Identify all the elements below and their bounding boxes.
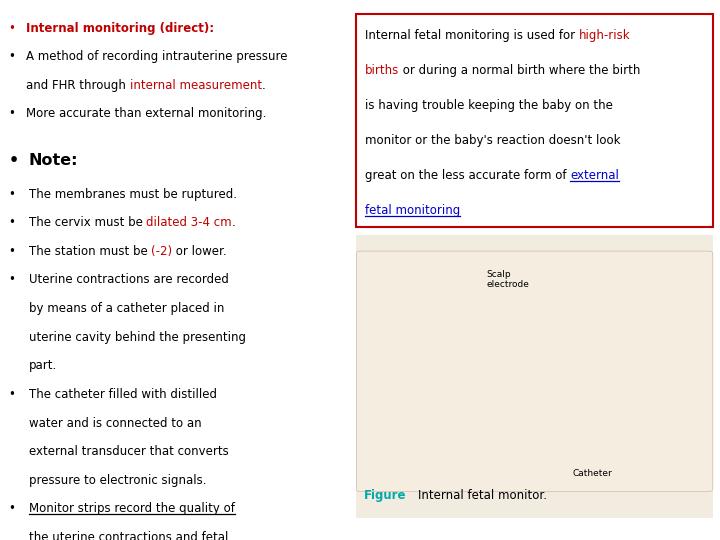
Text: water and is connected to an: water and is connected to an: [29, 416, 202, 429]
Text: or during a normal birth where the birth: or during a normal birth where the birth: [400, 64, 641, 77]
Text: •: •: [9, 216, 16, 229]
Text: •: •: [9, 153, 19, 168]
Text: or lower.: or lower.: [172, 245, 227, 258]
Text: is having trouble keeping the baby on the: is having trouble keeping the baby on th…: [365, 99, 613, 112]
Text: births: births: [365, 64, 400, 77]
Text: dilated 3-4 cm: dilated 3-4 cm: [146, 216, 232, 229]
FancyBboxPatch shape: [356, 235, 713, 518]
Text: external transducer that converts: external transducer that converts: [29, 445, 228, 458]
Text: The membranes must be ruptured.: The membranes must be ruptured.: [29, 187, 237, 200]
Text: A method of recording intrauterine pressure: A method of recording intrauterine press…: [26, 50, 287, 63]
Text: the uterine contractions and fetal: the uterine contractions and fetal: [29, 531, 228, 540]
Text: The cervix must be: The cervix must be: [29, 216, 146, 229]
Text: monitor or the baby's reaction doesn't look: monitor or the baby's reaction doesn't l…: [365, 134, 621, 147]
Text: The station must be: The station must be: [29, 245, 151, 258]
Text: Internal fetal monitoring is used for: Internal fetal monitoring is used for: [365, 29, 579, 42]
Text: •: •: [9, 50, 16, 63]
Text: Figure: Figure: [364, 489, 406, 502]
Text: internal measurement: internal measurement: [130, 79, 261, 92]
Text: by means of a catheter placed in: by means of a catheter placed in: [29, 302, 224, 315]
FancyBboxPatch shape: [356, 14, 713, 227]
Text: Scalp
electrode: Scalp electrode: [486, 270, 529, 289]
FancyBboxPatch shape: [356, 251, 713, 491]
Text: Monitor strips record the quality of: Monitor strips record the quality of: [29, 502, 235, 515]
Text: uterine cavity behind the presenting: uterine cavity behind the presenting: [29, 330, 246, 343]
Text: Note:: Note:: [29, 153, 78, 168]
Text: Internal monitoring (direct):: Internal monitoring (direct):: [26, 22, 214, 35]
Text: external: external: [570, 169, 619, 182]
Text: and FHR through: and FHR through: [26, 79, 130, 92]
Text: Internal fetal monitor.: Internal fetal monitor.: [418, 489, 546, 502]
Text: •: •: [9, 273, 16, 286]
Text: More accurate than external monitoring.: More accurate than external monitoring.: [26, 107, 266, 120]
Text: Catheter: Catheter: [572, 469, 612, 478]
Text: •: •: [9, 22, 16, 35]
Text: (-2): (-2): [151, 245, 172, 258]
Text: great on the less accurate form of: great on the less accurate form of: [365, 169, 570, 182]
Text: •: •: [9, 245, 16, 258]
Text: Uterine contractions are recorded: Uterine contractions are recorded: [29, 273, 229, 286]
Text: The catheter filled with distilled: The catheter filled with distilled: [29, 388, 217, 401]
Text: high-risk: high-risk: [579, 29, 631, 42]
Text: •: •: [9, 502, 16, 515]
Text: •: •: [9, 187, 16, 200]
Text: part.: part.: [29, 359, 57, 372]
Text: fetal monitoring: fetal monitoring: [365, 204, 460, 217]
Text: pressure to electronic signals.: pressure to electronic signals.: [29, 474, 207, 487]
Text: •: •: [9, 388, 16, 401]
Text: .: .: [261, 79, 266, 92]
Text: .: .: [232, 216, 236, 229]
Text: •: •: [9, 107, 16, 120]
